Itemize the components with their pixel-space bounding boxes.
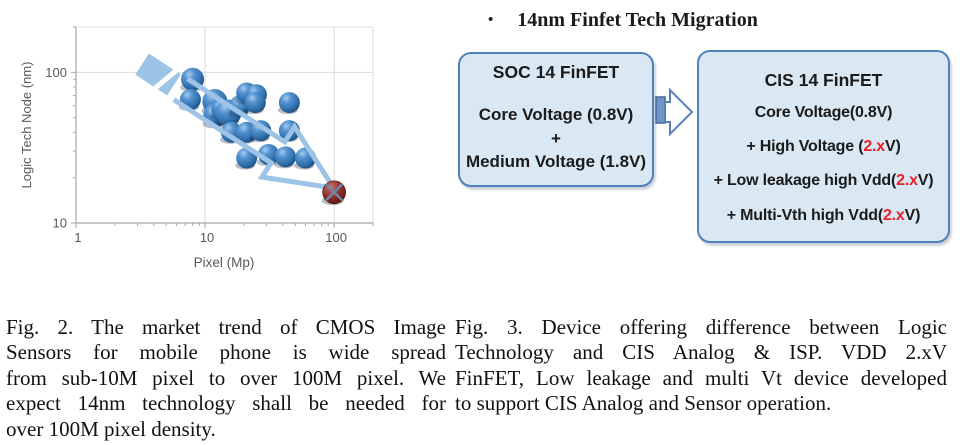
cis-line-text: + Multi-Vth high Vdd(: [726, 206, 883, 224]
y-axis-label: Logic Tech Node (nm): [19, 62, 34, 189]
fig3-heading-text: 14nm Finfet Tech Migration: [517, 9, 758, 31]
caption-line: to support CIS Analog and Sensor operati…: [455, 391, 832, 416]
x-tick-label: 1: [74, 230, 81, 245]
x-axis-label: Pixel (Mp): [194, 255, 255, 270]
caption-line: Fig. 3. Device offering difference betwe…: [455, 315, 947, 339]
cis-line-voltage-highlight: 2.x: [863, 138, 885, 156]
sensor-point: [244, 92, 266, 114]
sensor-point: [275, 146, 297, 168]
migration-arrow-bar: [655, 96, 666, 124]
cis-line-text: V): [904, 206, 921, 224]
cis-box-title: CIS 14 FinFET: [764, 70, 883, 90]
migration-arrow-icon: [655, 87, 694, 137]
caption-line: from sub-10M pixel to over 100M pixel. W…: [6, 365, 446, 390]
soc-finfet-box: SOC 14 FinFET Core Voltage (0.8V) + Medium…: [458, 52, 654, 187]
soc-box-lines: Core Voltage (0.8V) + Medium Voltage (1.8V…: [460, 103, 652, 174]
cmos-trend-chart: 1 10 100 10 100 Pixel (Mp) Logic Tech Node (…: [19, 26, 374, 270]
trend-arrow-tail: [135, 53, 181, 96]
soc-box-line: +: [551, 128, 561, 148]
caption-line: expect 14nm technology shall be needed f…: [6, 391, 446, 416]
x-tick-label: 100: [325, 230, 347, 245]
cis-box-lines: Core Voltage(0.8V) + High Voltage (2.xV) +…: [699, 96, 948, 233]
caption-line: Sensors for mobile phone is wide spread: [6, 340, 446, 365]
cis-line-voltage-highlight: 2.x: [882, 206, 905, 224]
soc-box-title: SOC 14 FinFET: [492, 62, 620, 82]
figure-3: • 14nm Finfet Tech Migration SOC 14 FinFE…: [450, 0, 960, 445]
cis-line-voltage-highlight: 2.x: [896, 172, 918, 190]
migration-arrow-head: [664, 87, 694, 137]
caption-line: over 100M pixel density.: [6, 416, 216, 441]
chart-axes: [71, 26, 374, 228]
cis-box-line: + Low leakage high Vdd(2.xV): [699, 164, 948, 198]
caption-line: Fig. 2. The market trend of CMOS Image: [6, 315, 446, 339]
cis-finfet-box: CIS 14 FinFET Core Voltage(0.8V) + High V…: [697, 50, 950, 243]
fig3-heading: • 14nm Finfet Tech Migration: [488, 9, 758, 32]
sensor-point: [278, 92, 300, 114]
cis-line-text: + High Voltage (: [746, 138, 864, 156]
cis-box-line: + Multi-Vth high Vdd(2.xV): [699, 199, 948, 233]
bullet-icon: •: [488, 12, 494, 28]
fig3-caption: Fig. 3. Device offering difference betwe…: [455, 315, 947, 417]
caption-line: Technology and CIS Analog & ISP. VDD 2.x…: [455, 340, 947, 365]
figure-2: 1 10 100 10 100 Pixel (Mp) Logic Tech Node (…: [0, 0, 450, 445]
target-point: [321, 180, 346, 206]
x-tick-label: 10: [200, 230, 214, 245]
y-tick-label: 100: [45, 65, 67, 80]
caption-line: FinFET, Low leakage and multi Vt device …: [455, 365, 947, 390]
x-mark: [325, 183, 343, 202]
cis-line-text: V): [885, 138, 901, 156]
chart-tick-labels: 1 10 100 10 100: [45, 65, 347, 245]
trend-arrow-break: [150, 66, 181, 93]
y-tick-label: 10: [53, 216, 67, 231]
cis-box-line: + High Voltage (2.xV): [699, 130, 948, 164]
cis-line-text: + Low leakage high Vdd(: [713, 172, 897, 190]
cis-line-text: Core Voltage(0.8V): [754, 104, 893, 121]
cis-line-text: V): [917, 172, 934, 190]
soc-box-line: Medium Voltage (1.8V): [465, 152, 647, 171]
cis-box-line: Core Voltage(0.8V): [699, 96, 948, 130]
soc-box-line: Core Voltage (0.8V): [478, 105, 634, 124]
fig2-caption: Fig. 2. The market trend of CMOS Image Se…: [6, 315, 446, 442]
